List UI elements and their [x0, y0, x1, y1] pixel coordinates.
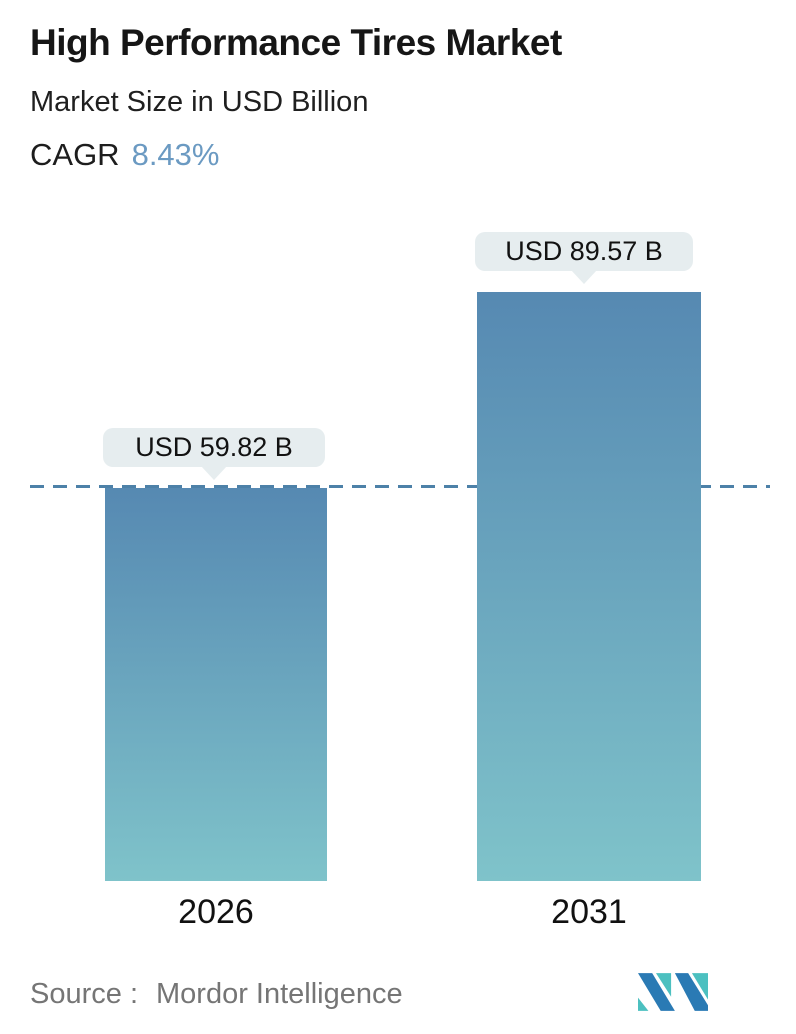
- logo-right-blue-stroke: [674, 973, 708, 1011]
- logo-bottom-teal-triangle: [638, 997, 649, 1011]
- logo-right-teal-triangle: [691, 973, 708, 1000]
- cagr-row: CAGR 8.43%: [30, 137, 219, 173]
- source-label: Source :: [30, 978, 138, 1010]
- mordor-intelligence-logo: [638, 973, 708, 1011]
- x-axis-label-2026: 2026: [178, 893, 254, 931]
- page-title: High Performance Tires Market: [30, 22, 562, 63]
- bar-2026: [105, 488, 327, 881]
- source-row: Source : Mordor Intelligence: [30, 978, 403, 1011]
- cagr-label: CAGR: [30, 137, 120, 172]
- source-value: Mordor Intelligence: [156, 978, 403, 1010]
- value-tooltip-2031: USD 89.57 B: [475, 232, 693, 271]
- chart-subtitle: Market Size in USD Billion: [30, 86, 369, 118]
- logo-left-blue-stroke: [638, 973, 675, 1011]
- reference-dashed-line: [30, 485, 770, 488]
- value-tooltip-2026: USD 59.82 B: [103, 428, 325, 467]
- x-axis-label-2031: 2031: [551, 893, 627, 931]
- bar-2031: [477, 292, 701, 881]
- cagr-value: 8.43%: [131, 137, 220, 172]
- logo-mid-teal-triangle: [655, 973, 672, 997]
